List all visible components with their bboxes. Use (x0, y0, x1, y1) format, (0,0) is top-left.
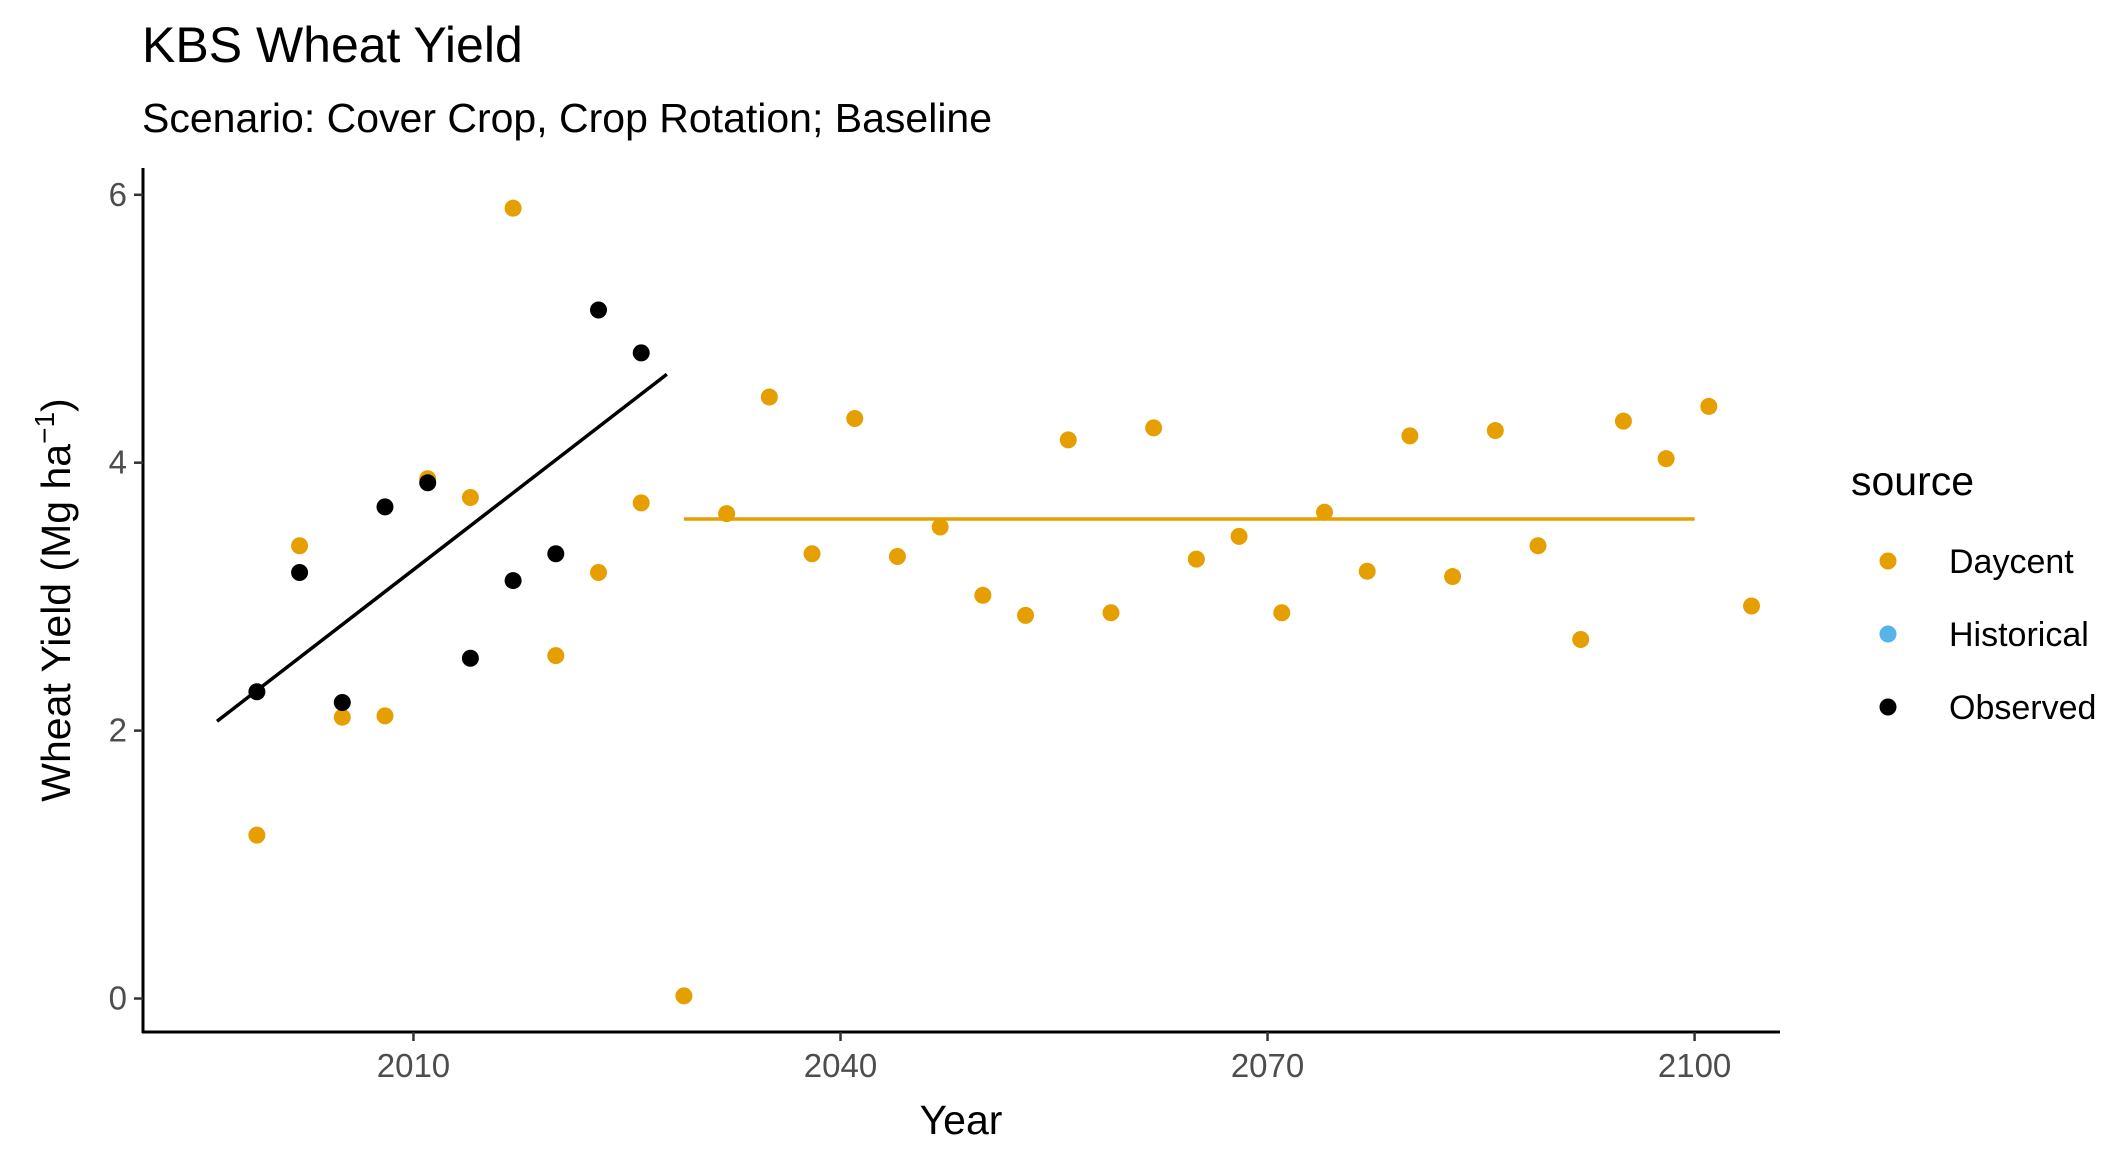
observed-point (291, 564, 309, 582)
legend-label-observed: Observed (1949, 689, 2096, 727)
daycent-point (931, 518, 949, 536)
daycent-point (1401, 427, 1419, 445)
daycent-point (632, 494, 650, 512)
observed-point (376, 498, 394, 516)
daycent-point (590, 564, 608, 582)
observed-point (632, 344, 650, 362)
observed-trend-line (215, 372, 668, 723)
observed-point (547, 545, 565, 563)
chart-title: KBS Wheat Yield (142, 17, 523, 73)
daycent-point (1187, 550, 1205, 568)
daycent-point (760, 388, 778, 406)
legend-label-daycent: Daycent (1949, 543, 2074, 581)
y-axis-ticks: 0 2 4 6 (109, 176, 143, 1017)
daycent-point (1059, 431, 1077, 449)
daycent-point (504, 199, 522, 217)
daycent-point (1572, 631, 1590, 649)
plot-panel (215, 199, 1761, 1005)
y-tick-label: 0 (109, 980, 127, 1017)
chart-subtitle: Scenario: Cover Crop, Crop Rotation; Bas… (142, 95, 992, 141)
trend-lines (215, 372, 1695, 723)
daycent-point (1315, 503, 1333, 521)
daycent-point (1017, 606, 1035, 624)
legend-key-historical (1879, 625, 1897, 643)
y-tick-label: 6 (109, 176, 127, 213)
daycent-point (1743, 597, 1761, 615)
y-axis-title: Wheat Yield (Mg ha−1) (29, 398, 79, 801)
daycent-point (1614, 412, 1632, 430)
daycent-point (1444, 568, 1462, 586)
daycent-point (1273, 604, 1291, 622)
observed-point (333, 693, 351, 711)
observed-point (590, 301, 608, 319)
daycent-point (291, 537, 309, 555)
data-points (248, 199, 1761, 1005)
daycent-point (376, 707, 394, 725)
legend-key-daycent (1879, 552, 1897, 570)
legend-key-observed (1879, 698, 1897, 716)
daycent-point (1358, 562, 1376, 580)
y-axis-title-main: Wheat Yield (Mg ha (33, 444, 79, 802)
legend-label-historical: Historical (1949, 616, 2089, 654)
observed-point (461, 649, 479, 667)
y-tick-label: 4 (109, 444, 127, 481)
daycent-point (675, 987, 693, 1005)
observed-point (504, 572, 522, 590)
daycent-point (1230, 527, 1248, 545)
daycent-point (1700, 397, 1718, 415)
x-tick-label: 2040 (804, 1047, 877, 1084)
daycent-point (974, 586, 992, 604)
x-axis-ticks: 2010 2040 2070 2100 (377, 1032, 1731, 1084)
daycent-point (248, 826, 266, 844)
daycent-point (803, 545, 821, 563)
daycent-point (333, 708, 351, 726)
x-tick-label: 2070 (1231, 1047, 1304, 1084)
observed-point (248, 683, 266, 701)
daycent-point (1102, 604, 1120, 622)
x-tick-label: 2010 (377, 1047, 450, 1084)
daycent-point (1529, 537, 1547, 555)
daycent-point (888, 547, 906, 565)
observed-point (419, 474, 437, 492)
x-axis-title: Year (920, 1097, 1003, 1143)
daycent-point (461, 489, 479, 507)
daycent-point (1145, 419, 1163, 437)
x-tick-label: 2100 (1658, 1047, 1731, 1084)
y-axis-title-superscript: −1 (29, 412, 60, 444)
legend-title: source (1851, 458, 1974, 504)
daycent-point (1657, 450, 1675, 468)
daycent-point (1486, 422, 1504, 440)
y-axis-title-close: ) (33, 398, 79, 412)
daycent-point (547, 647, 565, 665)
legend: source Daycent Historical Observed (1851, 458, 2096, 727)
daycent-point (846, 409, 864, 427)
daycent-point (718, 505, 736, 523)
y-tick-label: 2 (109, 712, 127, 749)
